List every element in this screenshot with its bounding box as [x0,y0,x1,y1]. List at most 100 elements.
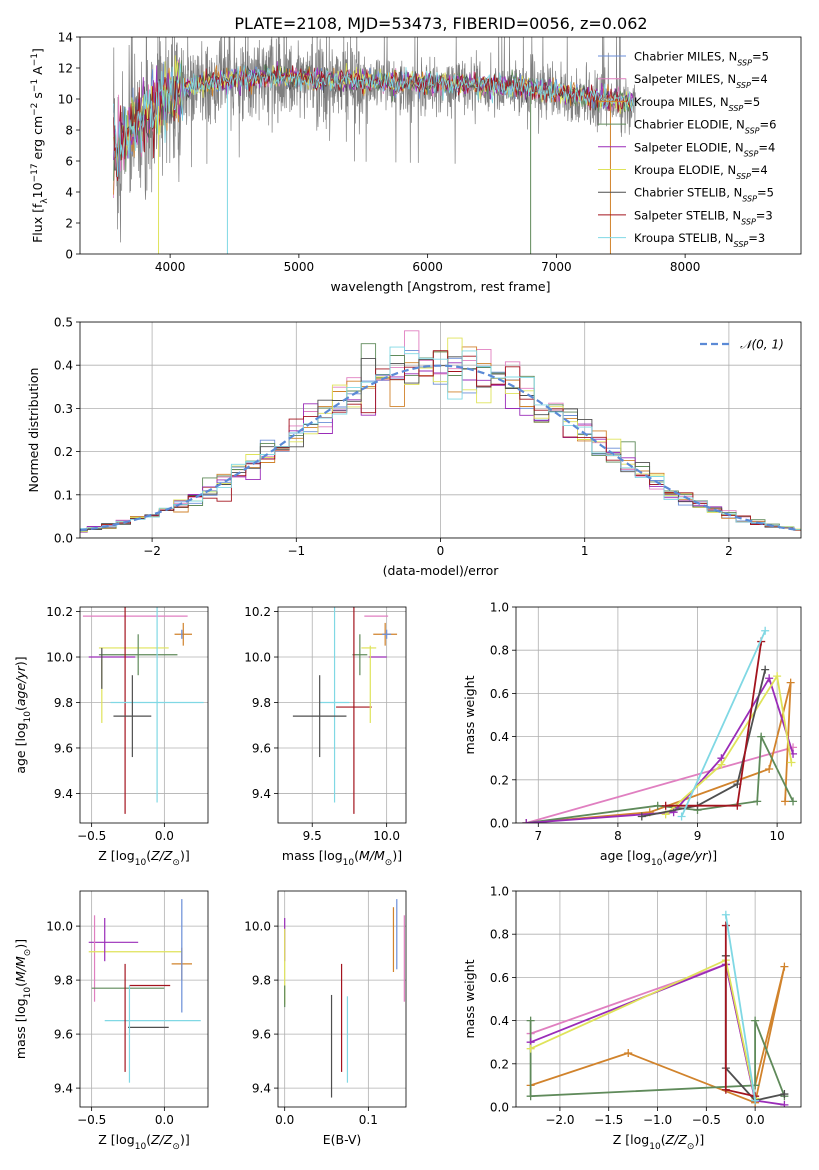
panel-3: 9.5 10.0 9.4 9.6 9.8 10.0 10.2 mass [log10(M/M⊙… [244,605,407,868]
y-tick-label: 0.8 [490,928,509,942]
x-tick-label: −0.5 [77,829,106,843]
y-tick-label: 9.6 [54,1028,73,1042]
axes-frame [515,890,802,1108]
weights-marker [522,819,531,823]
errorbar-chabrier-stelib [292,675,347,758]
axes-frame [277,606,407,824]
x-tick-label: −1.5 [594,1113,623,1127]
x-tick-label: 9 [694,829,702,843]
plot-area-6 [278,891,406,1107]
y-tick-label: 9.4 [252,1082,271,1096]
x-tick-label: 10.0 [373,829,400,843]
y-tick-label: 6 [65,155,73,169]
weights-marker [751,1016,760,1025]
weights-marker [526,1044,535,1053]
plot-area-4 [516,607,801,823]
x-axis-label: wavelength [Angstrom, rest frame] [330,279,550,294]
weights-marker [765,765,774,773]
axes-frame [79,321,802,539]
y-tick-label: 0.4 [490,730,509,744]
weights-marker [753,797,762,806]
weights-marker [677,812,686,821]
panel-6: 0.0 0.1 9.4 9.6 9.8 10.0 E(B-V) [244,890,407,1147]
weights-chabrier-stelib [637,665,770,821]
y-tick-label: 10 [58,93,73,107]
legend-entry: Kroupa STELIB, NSSP=3 [634,231,765,249]
panel-7: −2.0 −1.5 −1.0 −0.5 0.0 0.0 0.2 0.4 0.6 0.8 1.0 Z [… [462,885,802,1152]
weights-line [680,630,767,817]
panel-2: −0.5 0.0 9.4 9.6 9.8 10.0 10.2 Z [log10(Z/Z⊙)] a… [13,605,209,868]
weights-marker [761,626,770,635]
x-tick-label: −1.0 [643,1113,672,1127]
x-tick-label: 0.0 [275,1113,294,1127]
weights-line [724,914,756,1101]
data-spectrum-line [113,37,637,243]
y-tick-label: 0.8 [490,644,509,658]
x-tick-label: 7000 [541,260,572,274]
model-spectrum-salpeter-stelib [113,65,634,182]
y-tick-label: 0.2 [490,1057,509,1071]
x-axis-label: Z [log10(Z/Z⊙)] [613,1132,704,1152]
x-tick-label: −0.5 [77,1113,106,1127]
y-axis-label: mass weight [462,675,477,754]
weights-salpeter-elodie [522,674,798,823]
weights-marker [780,1090,789,1099]
y-axis-label: age [log10(age/yr)] [13,656,33,773]
x-axis-label: (data-model)/error [383,563,500,578]
y-tick-label: 1.0 [490,601,509,615]
weights-marker [721,910,730,919]
y-tick-label: 14 [58,31,73,45]
y-tick-label: 2 [65,217,73,231]
weights-marker [637,812,646,821]
y-axis-label: Normed distribution [26,368,41,493]
x-axis-label: E(B-V) [323,1132,362,1147]
weights-salpeter-stelib [721,921,760,1101]
errorbar-kroupa-miles [174,622,192,646]
errorbar-chabrier-elodie [352,634,368,676]
x-tick-label: 1 [581,544,589,558]
panel-4: 7 8 9 10 0.0 0.2 0.4 0.6 0.8 1.0 age [log10(age/yr… [462,601,802,868]
x-tick-label: 8000 [670,260,701,274]
weights-marker [721,1085,730,1094]
errorbar-chabrier-stelib [113,675,152,758]
axes-frame [277,890,407,1108]
x-axis-label: Z [log10(Z/Z⊙)] [98,1132,189,1152]
legend-entry: Salpeter STELIB, NSSP=3 [634,208,773,226]
x-axis-label: mass [log10(M/M⊙)] [282,848,402,868]
y-tick-label: 10.2 [244,605,271,619]
histogram-chabrier-miles [80,349,801,530]
legend-entry: Salpeter ELODIE, NSSP=4 [634,140,775,158]
weights-marker [653,801,662,810]
x-tick-label: −1 [287,544,305,558]
histogram-kroupa-stelib [80,346,801,531]
y-tick-label: 9.8 [252,974,271,988]
weights-salpeter-miles [522,743,798,823]
weights-salpeter-miles [526,960,760,1105]
weights-marker [786,678,795,687]
plot-area-5 [80,891,208,1107]
legend-entry: Chabrier MILES, NSSP=5 [634,50,769,68]
legend: Chabrier MILES, NSSP=5 Salpeter MILES, NS… [598,50,776,249]
y-tick-label: 0.4 [490,1014,509,1028]
model-spectrum-chabrier-stelib [113,63,634,171]
weights-marker [721,921,730,930]
x-tick-label: 9.5 [303,829,322,843]
axes-frame [515,606,802,824]
y-tick-label: 9.8 [252,696,271,710]
legend-entry: Chabrier STELIB, NSSP=5 [634,186,774,204]
weights-marker [751,1096,760,1105]
weights-line [526,746,794,823]
y-tick-label: 0.1 [54,488,73,502]
weights-kroupa-stelib [677,626,770,821]
y-tick-label: 10.0 [46,920,73,934]
x-tick-label: 8 [614,829,622,843]
weights-line [641,669,767,818]
plot-area-2 [80,607,208,823]
y-tick-label: 9.6 [54,741,73,755]
y-tick-label: 0.6 [490,687,509,701]
axes-frame [79,606,209,824]
y-tick-label: 9.4 [54,787,73,801]
weights-marker [624,1049,633,1057]
y-tick-label: 0.0 [54,532,73,546]
weights-marker [787,758,796,767]
